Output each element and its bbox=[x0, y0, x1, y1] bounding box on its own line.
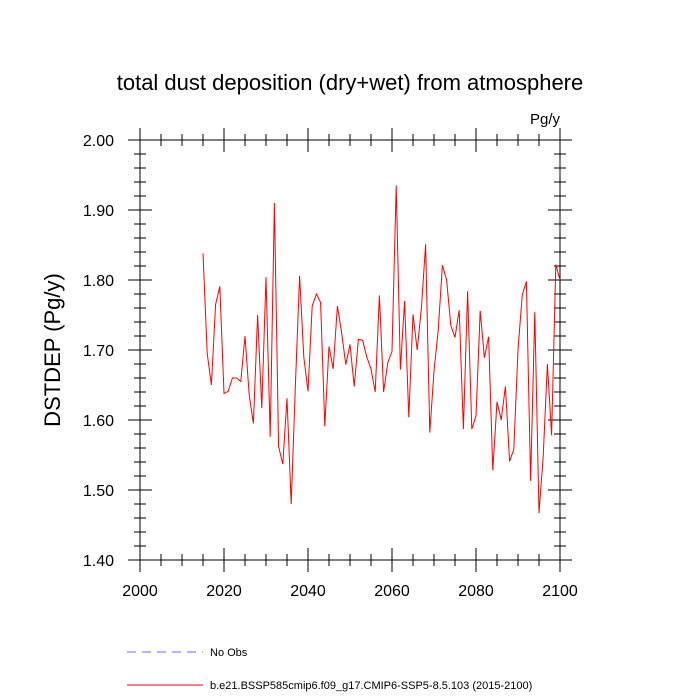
x-tick-labels: 2000 2020 2040 2060 2080 2100 bbox=[122, 583, 578, 600]
y-tick-label: 1.80 bbox=[83, 273, 114, 290]
x-tick-label: 2100 bbox=[542, 583, 578, 600]
x-tick-label: 2040 bbox=[290, 583, 326, 600]
legend: No Obs b.e21.BSSP585cmip6.f09_g17.CMIP6-… bbox=[127, 647, 532, 692]
y-axis-label: DSTDEP (Pg/y) bbox=[40, 273, 65, 427]
x-tick-label: 2060 bbox=[374, 583, 410, 600]
plot-frame bbox=[139, 139, 561, 561]
axis-ticks bbox=[128, 128, 572, 572]
y-tick-labels: 1.40 1.50 1.60 1.70 1.80 1.90 2.00 bbox=[83, 133, 114, 570]
legend-label-no-obs: No Obs bbox=[210, 647, 248, 659]
chart-title: total dust deposition (dry+wet) from atm… bbox=[117, 70, 584, 95]
series-line-ssp585 bbox=[202, 185, 561, 514]
y-tick-label: 1.70 bbox=[83, 343, 114, 360]
legend-label-ssp585: b.e21.BSSP585cmip6.f09_g17.CMIP6-SSP5-8.… bbox=[210, 680, 532, 692]
x-tick-label: 2080 bbox=[458, 583, 494, 600]
y-tick-label: 1.40 bbox=[83, 553, 114, 570]
x-tick-label: 2020 bbox=[206, 583, 242, 600]
y-tick-label: 1.50 bbox=[83, 483, 114, 500]
y-tick-label: 1.60 bbox=[83, 413, 114, 430]
y-tick-label: 2.00 bbox=[83, 133, 114, 150]
x-tick-label: 2000 bbox=[122, 583, 158, 600]
y-tick-label: 1.90 bbox=[83, 203, 114, 220]
units-label: Pg/y bbox=[530, 111, 561, 128]
